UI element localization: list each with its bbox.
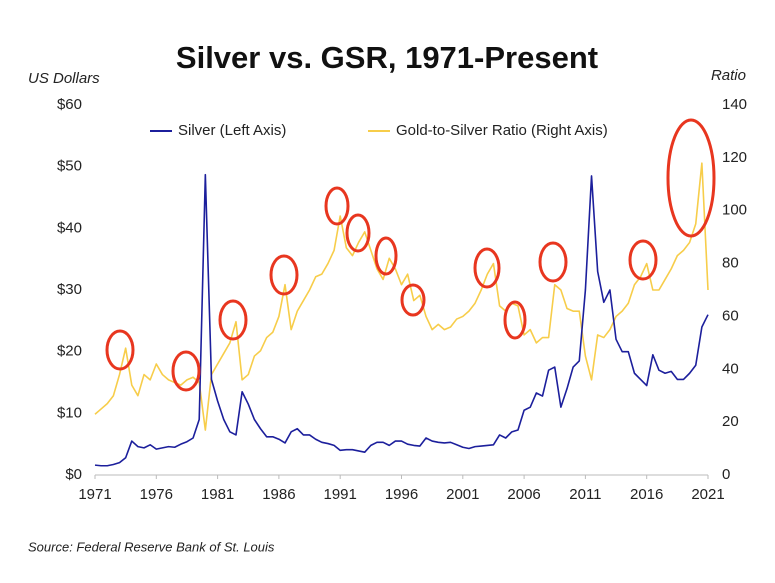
highlight-circle bbox=[324, 186, 350, 226]
x-tick-label: 1981 bbox=[201, 486, 234, 503]
y2-axis-label: Ratio bbox=[711, 67, 746, 84]
y2-tick-label: 100 bbox=[722, 202, 747, 219]
y-tick-label: $40 bbox=[57, 219, 82, 236]
y-tick-label: $0 bbox=[65, 466, 82, 483]
x-tick-label: 1996 bbox=[385, 486, 418, 503]
x-tick-label: 2011 bbox=[569, 486, 601, 503]
highlight-circle bbox=[345, 213, 371, 253]
x-tick-label: 1991 bbox=[324, 486, 357, 503]
chart-title: Silver vs. GSR, 1971-Present bbox=[176, 40, 598, 75]
y2-tick-label: 140 bbox=[722, 96, 747, 113]
y-tick-label: $20 bbox=[57, 343, 82, 360]
highlight-circle bbox=[538, 241, 568, 283]
highlight-circle bbox=[218, 299, 248, 341]
highlight-circle bbox=[269, 254, 299, 296]
highlight-circle bbox=[473, 247, 501, 289]
highlight-circle bbox=[400, 283, 426, 317]
legend-label: Gold-to-Silver Ratio (Right Axis) bbox=[396, 122, 608, 139]
highlight-circle bbox=[171, 350, 201, 392]
highlight-circle bbox=[628, 239, 658, 281]
y-axis-label: US Dollars bbox=[28, 70, 100, 87]
x-tick-label: 1976 bbox=[140, 486, 173, 503]
legend-label: Silver (Left Axis) bbox=[178, 122, 286, 139]
highlight-circle bbox=[105, 329, 135, 371]
highlight-circle bbox=[374, 236, 398, 276]
x-tick-label: 2001 bbox=[446, 486, 479, 503]
y2-tick-label: 20 bbox=[722, 413, 739, 430]
highlight-circle bbox=[666, 118, 716, 238]
y-tick-label: $10 bbox=[57, 404, 82, 421]
x-tick-label: 1971 bbox=[78, 486, 111, 503]
plot-area bbox=[94, 162, 709, 467]
y-tick-label: $50 bbox=[57, 158, 82, 175]
highlight-circle bbox=[503, 300, 527, 340]
y2-tick-label: 120 bbox=[722, 149, 747, 166]
y2-tick-label: 40 bbox=[722, 360, 739, 377]
y2-tick-label: 0 bbox=[722, 466, 730, 483]
y-tick-label: $60 bbox=[57, 96, 82, 113]
y-tick-label: $30 bbox=[57, 281, 82, 298]
x-tick-label: 1986 bbox=[262, 486, 295, 503]
x-tick-label: 2006 bbox=[507, 486, 540, 503]
source-note: Source: Federal Reserve Bank of St. Loui… bbox=[28, 539, 275, 554]
x-tick-label: 2021 bbox=[691, 486, 724, 503]
x-tick-label: 2016 bbox=[630, 486, 663, 503]
y2-tick-label: 60 bbox=[722, 307, 739, 324]
series-line bbox=[94, 173, 709, 467]
highlight-circles bbox=[105, 118, 716, 392]
y2-tick-label: 80 bbox=[722, 255, 739, 272]
